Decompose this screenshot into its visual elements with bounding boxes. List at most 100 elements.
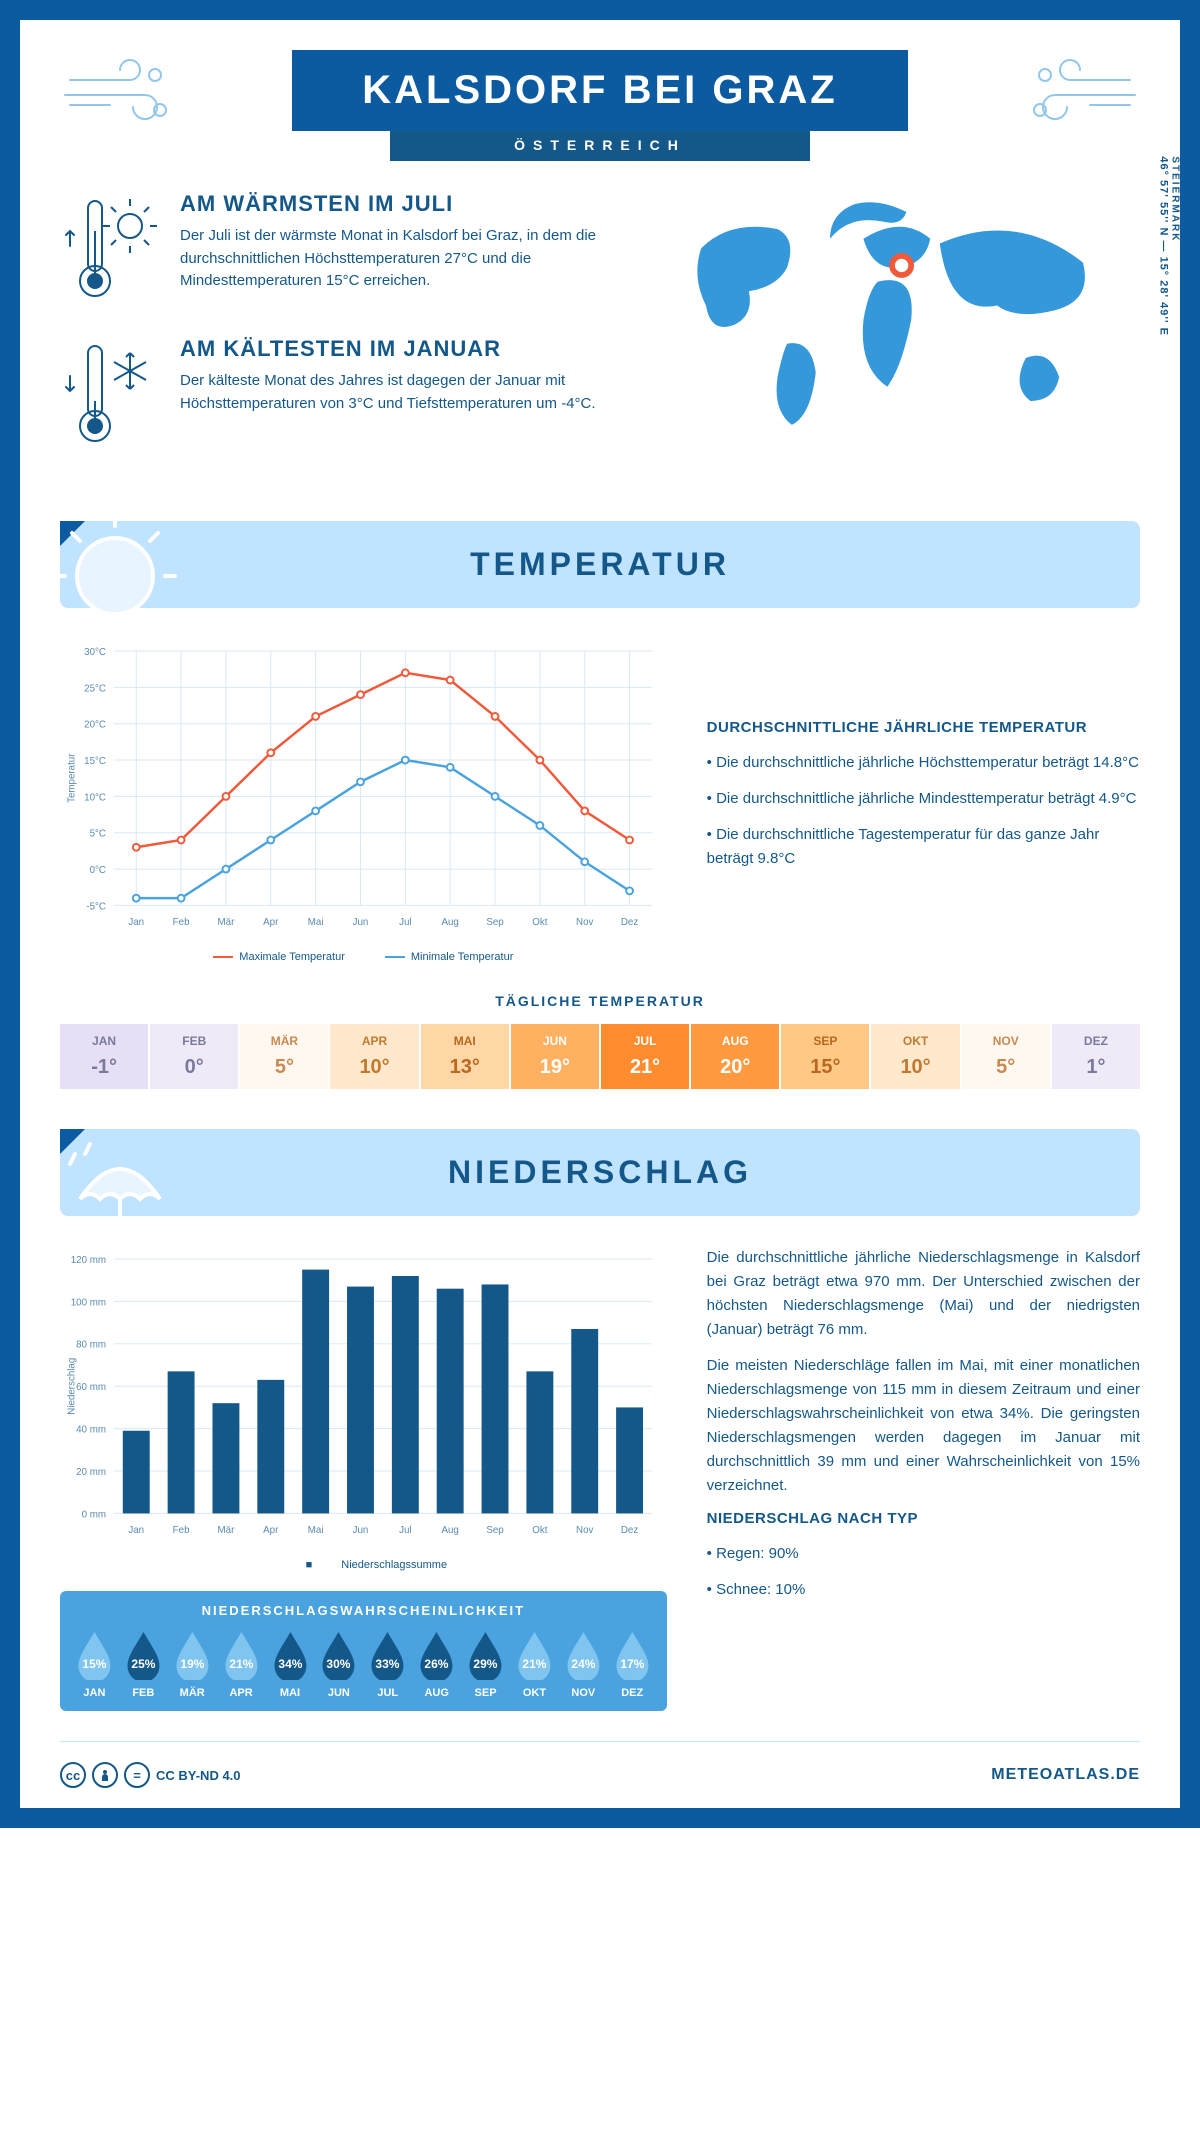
infographic-frame: KALSDORF BEI GRAZ ÖSTERREICH AM WÄRMSTEN…: [0, 0, 1200, 1828]
sun-icon: [55, 516, 185, 646]
license-text: CC BY-ND 4.0: [156, 1768, 241, 1783]
svg-text:34%: 34%: [278, 1657, 302, 1671]
svg-text:Apr: Apr: [263, 1525, 279, 1536]
svg-text:Nov: Nov: [576, 917, 593, 928]
svg-text:Feb: Feb: [173, 1525, 190, 1536]
svg-text:0°C: 0°C: [90, 865, 106, 876]
svg-text:20°C: 20°C: [84, 720, 106, 731]
wind-left-icon: [60, 50, 180, 130]
svg-text:Jul: Jul: [399, 917, 411, 928]
umbrella-icon: [55, 1124, 185, 1254]
cold-title: AM KÄLTESTEN IM JANUAR: [180, 336, 633, 362]
svg-text:40 mm: 40 mm: [76, 1425, 106, 1436]
footer: cc = CC BY-ND 4.0 METEOATLAS.DE: [60, 1741, 1140, 1808]
temperature-line-chart: -5°C0°C5°C10°C15°C20°C25°C30°CJanFebMärA…: [60, 638, 667, 938]
thermometer-snow-icon: [60, 336, 160, 456]
brand: METEOATLAS.DE: [991, 1766, 1140, 1784]
coords-label: 46° 57' 55'' N — 15° 28' 49'' E: [1158, 156, 1170, 336]
temp-section-header: TEMPERATUR: [60, 521, 1140, 608]
svg-text:-5°C: -5°C: [86, 901, 106, 912]
svg-text:Sep: Sep: [486, 917, 504, 928]
intro-row: AM WÄRMSTEN IM JULI Der Juli ist der wär…: [60, 191, 1140, 481]
legend-max: Maximale Temperatur: [213, 951, 345, 963]
svg-text:Aug: Aug: [441, 1525, 458, 1536]
svg-text:Temperatur: Temperatur: [67, 753, 78, 803]
svg-text:Okt: Okt: [532, 917, 547, 928]
probability-drops: 15%JAN25%FEB19%MÄR21%APR34%MAI30%JUN33%J…: [72, 1628, 655, 1699]
svg-text:100 mm: 100 mm: [71, 1297, 106, 1308]
svg-text:19%: 19%: [180, 1657, 204, 1671]
daily-temp-grid: JAN-1°FEB0°MÄR5°APR10°MAI13°JUN19°JUL21°…: [60, 1024, 1140, 1089]
coldest-fact: AM KÄLTESTEN IM JANUAR Der kälteste Mona…: [60, 336, 633, 456]
page-title: KALSDORF BEI GRAZ: [292, 50, 907, 131]
nd-icon: =: [124, 1762, 150, 1788]
svg-text:120 mm: 120 mm: [71, 1255, 106, 1266]
precip-text-1: Die durchschnittliche jährliche Niedersc…: [707, 1246, 1140, 1342]
temp-heading: TEMPERATUR: [60, 546, 1140, 583]
probability-box: NIEDERSCHLAGSWAHRSCHEINLICHKEIT 15%JAN25…: [60, 1591, 667, 1711]
precip-types-list: • Regen: 90%• Schnee: 10%: [707, 1542, 1140, 1602]
region-label: STEIERMARK: [1170, 156, 1181, 242]
warmest-fact: AM WÄRMSTEN IM JULI Der Juli ist der wär…: [60, 191, 633, 311]
temp-stats-title: DURCHSCHNITTLICHE JÄHRLICHE TEMPERATUR: [707, 719, 1140, 736]
svg-text:25°C: 25°C: [84, 683, 106, 694]
svg-text:30%: 30%: [327, 1657, 351, 1671]
svg-text:Niederschlag: Niederschlag: [67, 1358, 78, 1415]
precipitation-bar-chart: 0 mm 20 mm 40 mm 60 mm 80 mm 100 mm 120 mm Jan F…: [60, 1246, 667, 1546]
svg-text:Jun: Jun: [353, 917, 369, 928]
thermometer-sun-icon: [60, 191, 160, 311]
legend-min: Minimale Temperatur: [385, 951, 514, 963]
svg-text:17%: 17%: [620, 1657, 644, 1671]
svg-text:21%: 21%: [522, 1657, 546, 1671]
svg-text:Sep: Sep: [486, 1525, 504, 1536]
svg-text:Dez: Dez: [621, 1525, 638, 1536]
coordinates: STEIERMARK 46° 57' 55'' N — 15° 28' 49''…: [1158, 156, 1182, 336]
country-label: ÖSTERREICH: [390, 129, 810, 161]
svg-text:0 mm: 0 mm: [82, 1509, 106, 1520]
svg-text:Mär: Mär: [218, 1525, 236, 1536]
world-map: [663, 191, 1140, 439]
cc-icon: cc: [60, 1762, 86, 1788]
precip-section-header: NIEDERSCHLAG: [60, 1129, 1140, 1216]
svg-text:30°C: 30°C: [84, 647, 106, 658]
svg-text:Mai: Mai: [308, 917, 324, 928]
svg-text:10°C: 10°C: [84, 792, 106, 803]
header: KALSDORF BEI GRAZ ÖSTERREICH: [60, 50, 1140, 161]
svg-text:Dez: Dez: [621, 917, 638, 928]
warm-text: Der Juli ist der wärmste Monat in Kalsdo…: [180, 225, 633, 293]
svg-text:15°C: 15°C: [84, 756, 106, 767]
svg-text:60 mm: 60 mm: [76, 1382, 106, 1393]
svg-text:21%: 21%: [229, 1657, 253, 1671]
svg-text:Okt: Okt: [532, 1525, 547, 1536]
cold-text: Der kälteste Monat des Jahres ist dagege…: [180, 370, 633, 415]
svg-text:Jun: Jun: [353, 1525, 369, 1536]
warm-title: AM WÄRMSTEN IM JULI: [180, 191, 633, 217]
svg-text:Feb: Feb: [173, 917, 190, 928]
precip-text-2: Die meisten Niederschläge fallen im Mai,…: [707, 1354, 1140, 1498]
temp-stats-list: • Die durchschnittliche jährliche Höchst…: [707, 751, 1140, 883]
precip-type-title: NIEDERSCHLAG NACH TYP: [707, 1510, 1140, 1527]
svg-text:29%: 29%: [474, 1657, 498, 1671]
svg-text:Jan: Jan: [128, 1525, 144, 1536]
wind-right-icon: [1020, 50, 1140, 130]
precip-heading: NIEDERSCHLAG: [60, 1154, 1140, 1191]
license: cc = CC BY-ND 4.0: [60, 1762, 241, 1788]
svg-text:Jan: Jan: [128, 917, 144, 928]
svg-text:80 mm: 80 mm: [76, 1340, 106, 1351]
svg-text:Mai: Mai: [308, 1525, 324, 1536]
svg-text:25%: 25%: [131, 1657, 155, 1671]
svg-text:20 mm: 20 mm: [76, 1467, 106, 1478]
svg-text:Jul: Jul: [399, 1525, 411, 1536]
svg-text:15%: 15%: [82, 1657, 106, 1671]
svg-text:Aug: Aug: [441, 917, 458, 928]
svg-text:Apr: Apr: [263, 917, 279, 928]
prob-title: NIEDERSCHLAGSWAHRSCHEINLICHKEIT: [72, 1603, 655, 1618]
temp-legend: Maximale Temperatur Minimale Temperatur: [60, 951, 667, 963]
svg-text:Nov: Nov: [576, 1525, 593, 1536]
svg-text:33%: 33%: [376, 1657, 400, 1671]
legend-precip: ■ Niederschlagssumme: [280, 1559, 447, 1571]
precip-legend: ■ Niederschlagssumme: [60, 1559, 667, 1571]
svg-text:26%: 26%: [425, 1657, 449, 1671]
daily-temp-title: TÄGLICHE TEMPERATUR: [60, 993, 1140, 1009]
by-icon: [92, 1762, 118, 1788]
